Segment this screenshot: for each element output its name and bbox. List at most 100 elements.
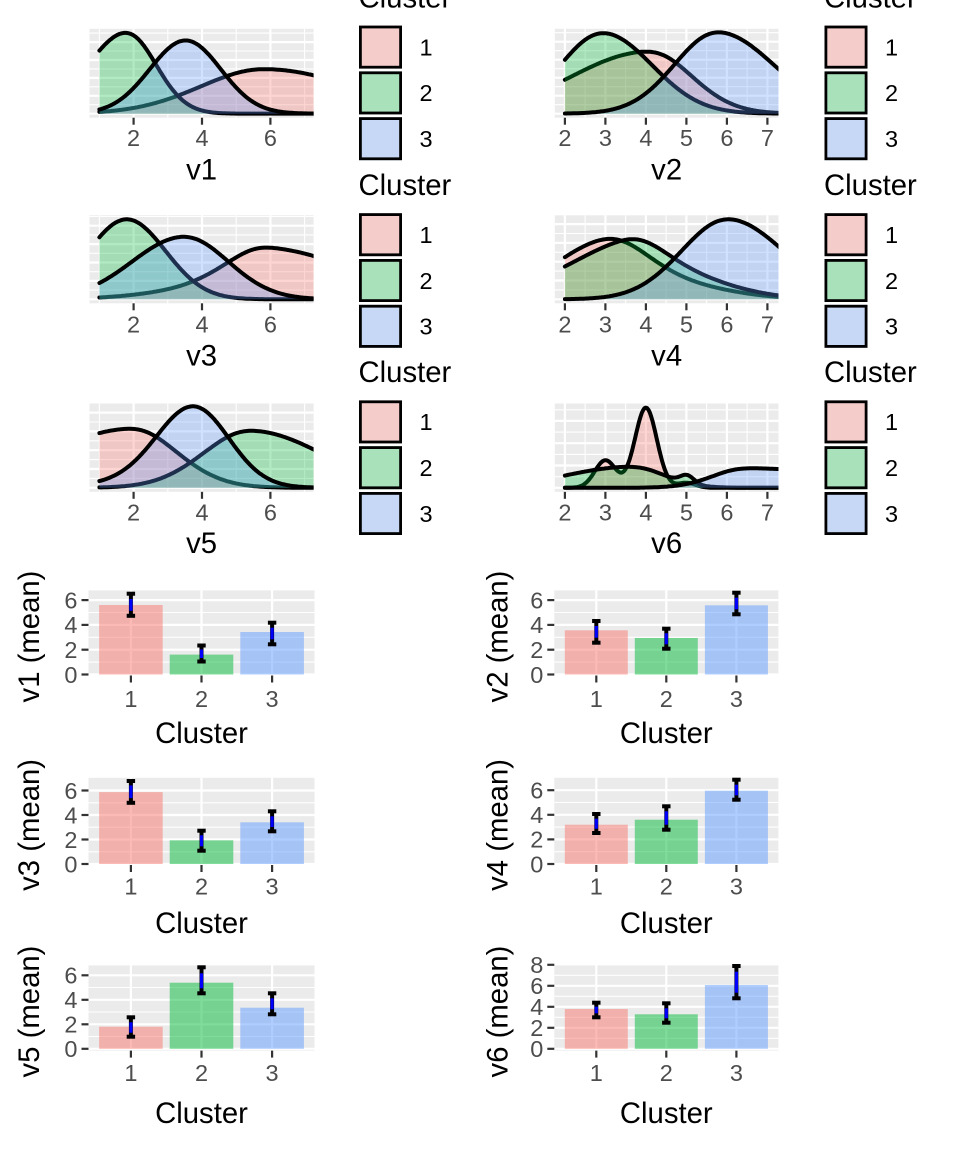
svg-text:2: 2 [558,125,571,151]
svg-text:4: 4 [530,612,543,638]
svg-text:3: 3 [266,686,279,712]
svg-text:1: 1 [420,222,433,248]
svg-text:6: 6 [720,311,733,337]
svg-text:4: 4 [195,125,208,151]
svg-text:2: 2 [660,873,673,899]
svg-text:2: 2 [127,499,140,525]
svg-text:0: 0 [64,662,77,688]
svg-text:8: 8 [530,952,543,978]
svg-text:1: 1 [420,409,433,435]
svg-text:Cluster: Cluster [620,717,713,750]
svg-text:5: 5 [680,125,693,151]
svg-text:2: 2 [64,1012,77,1038]
svg-text:2: 2 [195,686,208,712]
svg-text:4: 4 [639,125,652,151]
svg-text:Cluster: Cluster [359,0,452,14]
svg-text:1: 1 [885,222,898,248]
svg-text:6: 6 [530,973,543,999]
svg-text:v1: v1 [186,154,217,187]
svg-text:v3 (mean): v3 (mean) [13,759,46,891]
svg-text:2: 2 [530,637,543,663]
svg-text:6: 6 [720,125,733,151]
svg-text:7: 7 [761,311,774,337]
svg-text:2: 2 [64,637,77,663]
svg-text:6: 6 [64,587,77,613]
svg-text:v5 (mean): v5 (mean) [13,946,46,1078]
svg-text:Cluster: Cluster [620,1097,713,1130]
svg-text:0: 0 [530,662,543,688]
svg-text:4: 4 [530,802,543,828]
svg-text:1: 1 [124,686,137,712]
svg-text:7: 7 [761,125,774,151]
svg-text:6: 6 [264,311,277,337]
svg-text:v3: v3 [186,340,217,373]
svg-text:2: 2 [127,125,140,151]
svg-text:2: 2 [530,1015,543,1041]
svg-text:1: 1 [885,409,898,435]
svg-text:2: 2 [195,1060,208,1086]
svg-text:v2: v2 [651,154,682,187]
svg-text:2: 2 [558,311,571,337]
svg-text:v2 (mean): v2 (mean) [482,571,515,703]
svg-text:1: 1 [590,1060,603,1086]
svg-text:6: 6 [64,778,77,804]
svg-text:1: 1 [420,34,433,60]
svg-text:3: 3 [420,314,433,340]
svg-text:3: 3 [599,311,612,337]
svg-text:Cluster: Cluster [824,0,917,14]
svg-text:4: 4 [64,612,77,638]
svg-text:3: 3 [730,686,743,712]
svg-text:3: 3 [420,501,433,527]
svg-text:7: 7 [761,499,774,525]
svg-text:2: 2 [420,455,433,481]
svg-text:3: 3 [599,499,612,525]
svg-text:Cluster: Cluster [155,907,248,940]
svg-text:v4 (mean): v4 (mean) [482,759,515,891]
svg-text:2: 2 [885,268,898,294]
svg-text:2: 2 [660,1060,673,1086]
svg-text:v1 (mean): v1 (mean) [13,571,46,703]
svg-text:3: 3 [266,873,279,899]
svg-text:Cluster: Cluster [155,717,248,750]
svg-text:4: 4 [639,499,652,525]
svg-text:6: 6 [64,963,77,989]
svg-text:4: 4 [64,987,77,1013]
svg-text:2: 2 [885,455,898,481]
svg-text:6: 6 [530,587,543,613]
svg-text:Cluster: Cluster [620,907,713,940]
svg-text:v6 (mean): v6 (mean) [482,946,515,1078]
svg-text:4: 4 [195,311,208,337]
svg-text:2: 2 [64,827,77,853]
svg-text:v6: v6 [651,527,682,560]
svg-text:2: 2 [885,80,898,106]
svg-text:v4: v4 [651,340,682,373]
svg-text:3: 3 [266,1060,279,1086]
svg-text:6: 6 [720,499,733,525]
svg-text:5: 5 [680,499,693,525]
svg-text:4: 4 [639,311,652,337]
svg-text:4: 4 [530,994,543,1020]
svg-text:3: 3 [885,314,898,340]
svg-text:Cluster: Cluster [824,356,917,389]
svg-text:3: 3 [885,501,898,527]
svg-text:1: 1 [590,873,603,899]
svg-text:3: 3 [730,873,743,899]
svg-text:0: 0 [530,851,543,877]
svg-text:6: 6 [530,778,543,804]
svg-text:1: 1 [124,1060,137,1086]
svg-text:1: 1 [885,34,898,60]
svg-text:3: 3 [420,126,433,152]
svg-text:Cluster: Cluster [359,356,452,389]
svg-text:2: 2 [420,80,433,106]
svg-text:6: 6 [264,499,277,525]
svg-text:3: 3 [730,1060,743,1086]
svg-text:2: 2 [420,268,433,294]
svg-text:0: 0 [530,1036,543,1062]
svg-text:2: 2 [195,873,208,899]
svg-text:3: 3 [599,125,612,151]
svg-text:2: 2 [660,686,673,712]
svg-text:v5: v5 [186,527,217,560]
svg-text:0: 0 [64,851,77,877]
svg-text:4: 4 [195,499,208,525]
svg-text:2: 2 [127,311,140,337]
